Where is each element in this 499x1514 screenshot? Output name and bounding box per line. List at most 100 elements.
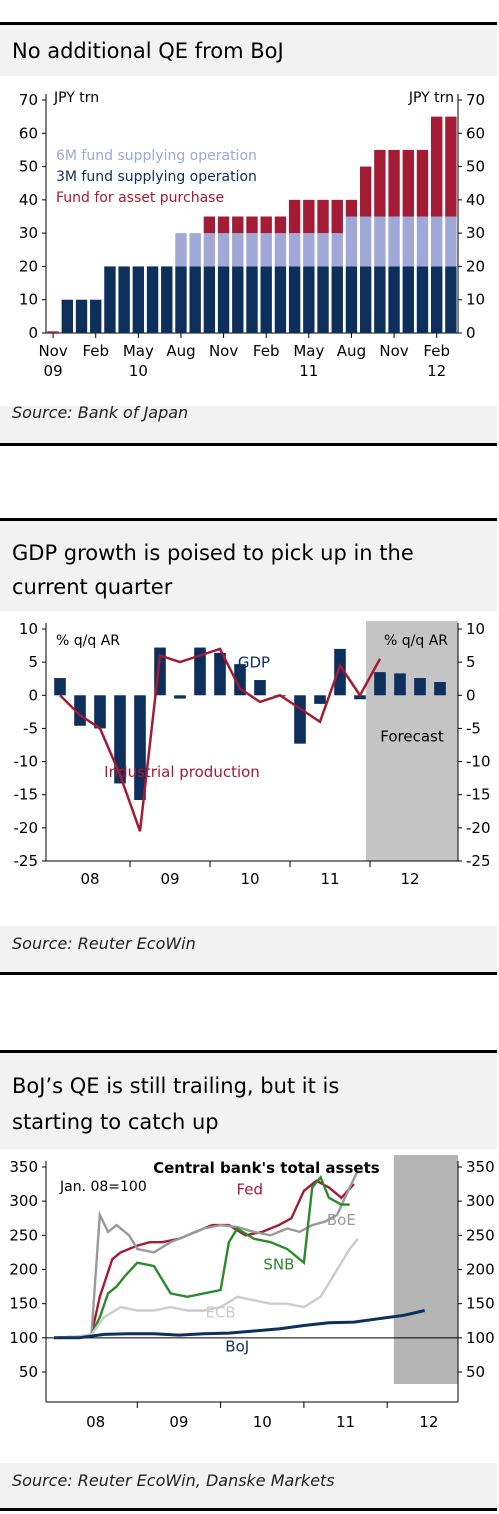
- bar-segment: [217, 233, 230, 267]
- index-note: Jan. 08=100: [59, 1179, 147, 1195]
- bar-segment: [345, 199, 358, 217]
- bar-segment: [260, 266, 272, 333]
- bar-segment: [317, 266, 329, 333]
- unit-right: % q/q AR: [384, 633, 448, 649]
- chart-inner-title: Central bank's total assets: [153, 1159, 380, 1177]
- x-tick-label: Nov: [38, 342, 67, 360]
- bar-segment: [274, 233, 287, 267]
- chart-2-title-line-1: GDP growth is poised to pick up in the: [12, 541, 414, 565]
- y-tick-label-left: 5: [28, 653, 38, 671]
- y-tick-label-left: -25: [14, 852, 39, 870]
- y-tick-label-right: 50: [466, 158, 485, 176]
- gdp-bar: [114, 695, 126, 784]
- bar-segment: [303, 233, 315, 267]
- unit-left: JPY trn: [53, 90, 99, 106]
- bar-segment: [431, 216, 443, 267]
- y-tick-label-right: 100: [466, 1329, 495, 1347]
- y-tick-label-right: 0: [466, 324, 476, 342]
- series-label-industrial-production: Industrial production: [104, 763, 260, 781]
- bar-segment: [203, 216, 216, 234]
- bar-segment: [416, 216, 429, 267]
- y-tick-label-right: -20: [466, 819, 491, 837]
- bar-segment: [161, 266, 173, 333]
- bar-segment: [431, 266, 443, 333]
- chart-3-title-line-2: starting to catch up: [12, 1110, 219, 1134]
- chart-1-svg: 0 0 10 10 20 20 30 30 40 40 50 50 60 60 70 70 Nov 09 Feb Ma…: [19, 90, 485, 380]
- chart-panel-3: BoJ’s QE is still trailing, but it is st…: [0, 1050, 497, 1511]
- y-tick-label-right: -25: [466, 852, 491, 870]
- bar-segment: [445, 116, 457, 217]
- y-tick-label-right: 50: [466, 1363, 485, 1381]
- x-tick-label: May: [123, 342, 154, 360]
- gdp-bar: [374, 672, 386, 696]
- gdp-bar: [254, 680, 266, 696]
- y-tick-label-right: 70: [466, 91, 485, 109]
- bar-segment: [445, 266, 457, 333]
- bar-segment: [232, 233, 244, 267]
- y-tick-label-right: 300: [466, 1192, 495, 1210]
- bar-segment: [416, 266, 429, 333]
- y-tick-label-left: 60: [19, 124, 38, 142]
- series-line-boj: [54, 1309, 426, 1340]
- bar-segment: [345, 216, 358, 267]
- bar-segment: [203, 266, 216, 333]
- chart-1-source: Source: Bank of Japan: [12, 403, 189, 422]
- bar-segment: [331, 199, 343, 234]
- bar-segment: [331, 233, 343, 267]
- gdp-bar: [414, 678, 426, 696]
- chart-3-area: 350 350 300 300 250 250 200 200 150 150 100 100 50 50…: [0, 1149, 497, 1463]
- chart-panel-1: No additional QE from BoJ 0 0 10 10 20 20 30 30…: [0, 22, 497, 446]
- x-tick-label: 08: [86, 1413, 105, 1431]
- series-label-fed: Fed: [236, 1180, 263, 1198]
- y-tick-label-left: -20: [14, 819, 39, 837]
- x-tick-label: 09: [160, 870, 179, 888]
- bar-segment: [61, 299, 73, 333]
- series-label-snb: SNB: [263, 1256, 294, 1274]
- bar-segment: [374, 216, 386, 267]
- y-tick-label-left: 10: [19, 291, 38, 309]
- bar-segment: [246, 266, 258, 333]
- bar-segment: [359, 166, 372, 217]
- y-tick-label-left: 20: [19, 257, 38, 275]
- bar-segment: [274, 266, 287, 333]
- bar-segment: [260, 233, 272, 267]
- chart-3-source: Source: Reuter EcoWin, Danske Markets: [12, 1471, 335, 1490]
- gdp-bar: [234, 664, 246, 696]
- bar-segment: [104, 266, 116, 333]
- bar-segment: [75, 299, 88, 333]
- forecast-label: Forecast: [380, 728, 444, 746]
- bar-segment: [90, 299, 102, 333]
- series-line-ecb: [53, 1238, 359, 1339]
- x-tick-label: Feb: [82, 342, 109, 360]
- bar-segment: [203, 233, 216, 267]
- chart-2-title-line-2: current quarter: [12, 575, 173, 599]
- unit-left: % q/q AR: [56, 633, 120, 649]
- bar-segment: [445, 216, 457, 267]
- chart-3-svg: 350 350 300 300 250 250 200 200 150 150 100 100 50 50…: [9, 1155, 495, 1431]
- y-tick-label-left: 200: [9, 1261, 38, 1279]
- bar-segment: [274, 216, 287, 234]
- bar-segment: [359, 216, 372, 267]
- forecast-region: [366, 621, 458, 861]
- bar-segment: [388, 266, 400, 333]
- y-tick-label-right: 5: [466, 653, 476, 671]
- gdp-bar: [314, 695, 326, 704]
- bar-segment: [146, 266, 159, 333]
- x-tick-label: Nov: [209, 342, 238, 360]
- bar-segment: [374, 266, 386, 333]
- y-tick-label-right: 250: [466, 1226, 495, 1244]
- bar-segment: [374, 149, 386, 217]
- y-tick-label-right: 60: [466, 124, 485, 142]
- x-tick-label: 12: [419, 1413, 438, 1431]
- series-line-fed: [53, 1179, 355, 1339]
- y-tick-label-right: 30: [466, 224, 485, 242]
- y-tick-label-left: -10: [14, 753, 39, 771]
- y-tick-label-left: 70: [19, 91, 38, 109]
- y-tick-label-left: 40: [19, 191, 38, 209]
- bar-segment: [402, 266, 414, 333]
- y-tick-label-right: 0: [466, 686, 476, 704]
- y-tick-label-left: 300: [9, 1192, 38, 1210]
- gdp-bar: [54, 678, 66, 696]
- y-tick-label-left: 100: [9, 1329, 38, 1347]
- bar-segment: [175, 266, 187, 333]
